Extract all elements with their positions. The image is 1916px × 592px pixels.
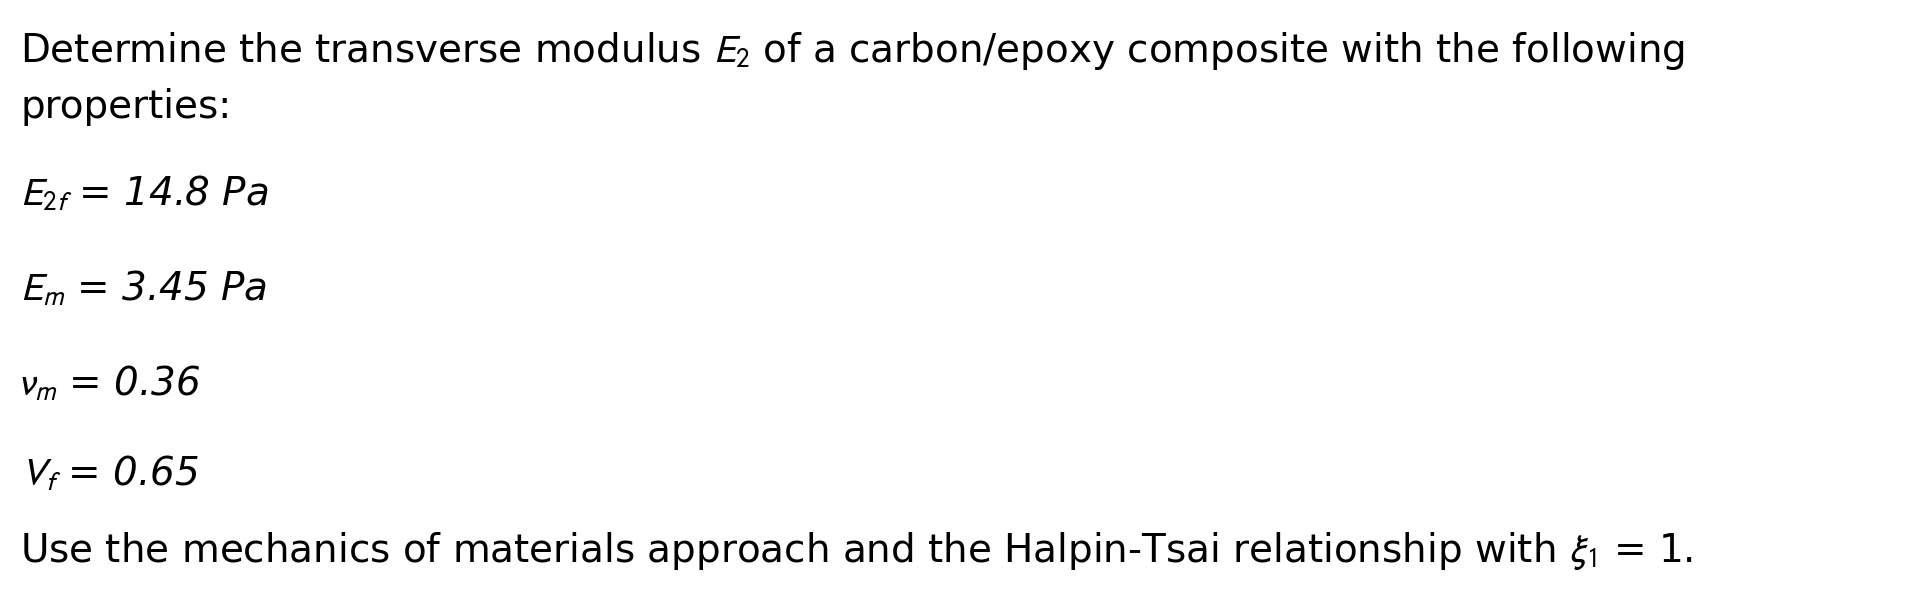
Text: Determine the transverse modulus $E_2$ of a carbon/epoxy composite with the foll: Determine the transverse modulus $E_2$ o… bbox=[19, 30, 1684, 72]
Text: $\nu_m$ = 0.36: $\nu_m$ = 0.36 bbox=[19, 365, 201, 404]
Text: $E_m$ = 3.45 Pa: $E_m$ = 3.45 Pa bbox=[19, 270, 266, 309]
Text: $E_{2f}$ = 14.8 Pa: $E_{2f}$ = 14.8 Pa bbox=[19, 175, 268, 214]
Text: properties:: properties: bbox=[19, 88, 232, 126]
Text: Use the mechanics of materials approach and the Halpin-Tsai relationship with $\: Use the mechanics of materials approach … bbox=[19, 530, 1694, 572]
Text: $V_f$ = 0.65: $V_f$ = 0.65 bbox=[19, 455, 199, 494]
